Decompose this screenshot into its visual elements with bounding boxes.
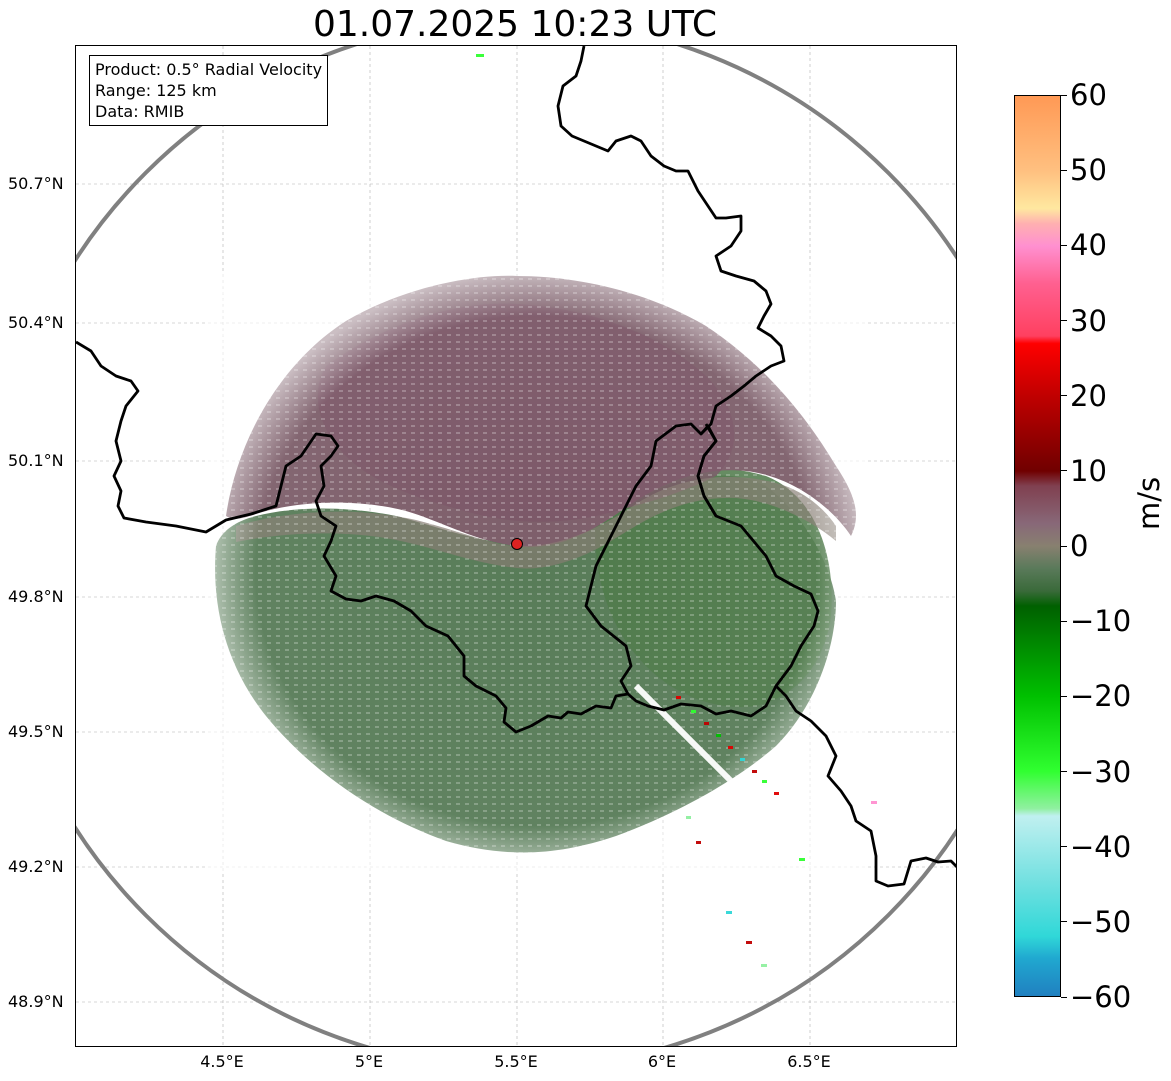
clutter-streak bbox=[476, 54, 877, 967]
colorbar-tick-label: −60 bbox=[1070, 980, 1132, 1014]
colorbar-tick-mark bbox=[1061, 545, 1067, 547]
radar-site-marker bbox=[511, 538, 523, 550]
radar-map[interactable] bbox=[75, 45, 957, 1047]
velocity-colorbar bbox=[1014, 95, 1061, 997]
colorbar-tick-label: 0 bbox=[1070, 529, 1089, 563]
country-borders bbox=[76, 46, 956, 888]
colorbar-tick-label: −10 bbox=[1070, 604, 1132, 639]
map-title: 01.07.2025 10:23 UTC bbox=[312, 4, 718, 45]
colorbar-unit-label: m/s bbox=[1132, 476, 1166, 530]
data-source-label: Data: RMIB bbox=[95, 102, 185, 121]
lat-tick-label: 50.4°N bbox=[8, 313, 64, 332]
lon-tick-label: 6.5°E bbox=[787, 1052, 831, 1071]
colorbar-tick-mark bbox=[1061, 620, 1067, 622]
product-info-box: Product: 0.5° Radial Velocity Range: 125… bbox=[89, 55, 329, 126]
colorbar-tick-mark bbox=[1061, 470, 1067, 472]
colorbar-tick-mark bbox=[1061, 169, 1067, 171]
colorbar-tick-label: −50 bbox=[1070, 904, 1132, 939]
border-germany-south bbox=[775, 685, 956, 888]
lon-tick-label: 4.5°E bbox=[200, 1052, 244, 1071]
colorbar-tick-mark bbox=[1061, 244, 1067, 246]
colorbar-tick-mark bbox=[1061, 996, 1067, 998]
lat-tick-label: 48.9°N bbox=[8, 992, 64, 1011]
range-label: Range: 125 km bbox=[95, 81, 217, 100]
colorbar-tick-label: 60 bbox=[1070, 78, 1107, 112]
colorbar-tick-label: 40 bbox=[1070, 228, 1107, 263]
colorbar-tick-label: −40 bbox=[1070, 829, 1132, 864]
colorbar-tick-label: 30 bbox=[1070, 303, 1107, 338]
colorbar-tick-mark bbox=[1061, 94, 1067, 96]
colorbar-tick-mark bbox=[1061, 771, 1067, 772]
velocity-echoes bbox=[206, 54, 877, 967]
lat-tick-label: 49.2°N bbox=[8, 857, 64, 876]
colorbar-tick-label: 10 bbox=[1070, 453, 1107, 488]
lon-tick-label: 5°E bbox=[354, 1052, 384, 1071]
lat-tick-label: 50.1°N bbox=[8, 451, 64, 470]
product-label: Product: 0.5° Radial Velocity bbox=[95, 60, 323, 79]
lat-tick-label: 49.5°N bbox=[8, 722, 64, 741]
colorbar-tick-label: 20 bbox=[1070, 378, 1107, 413]
colorbar-tick-label: −20 bbox=[1070, 679, 1132, 714]
lon-tick-label: 6°E bbox=[647, 1052, 677, 1071]
border-belgium-france bbox=[76, 340, 629, 734]
colorbar-tick-mark bbox=[1061, 320, 1067, 321]
colorbar-tick-mark bbox=[1061, 395, 1067, 397]
colorbar-tick-label: −30 bbox=[1070, 754, 1132, 789]
colorbar-tick-label: 50 bbox=[1070, 153, 1107, 188]
lon-tick-label: 5.5°E bbox=[494, 1052, 538, 1071]
border-germany bbox=[556, 46, 786, 517]
radar-map-canvas bbox=[76, 46, 956, 1046]
colorbar-tick-mark bbox=[1061, 921, 1067, 923]
colorbar-tick-mark bbox=[1061, 846, 1067, 848]
lat-tick-label: 50.7°N bbox=[8, 174, 64, 193]
colorbar-tick-mark bbox=[1061, 695, 1067, 697]
lat-tick-label: 49.8°N bbox=[8, 587, 64, 606]
